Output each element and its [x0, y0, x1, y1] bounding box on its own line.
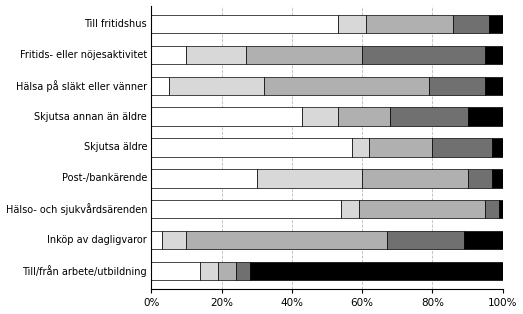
Bar — [485, 77, 503, 95]
Bar — [390, 107, 468, 126]
Bar — [359, 200, 485, 219]
Bar — [499, 200, 503, 219]
Bar — [362, 169, 468, 187]
Bar — [485, 46, 503, 64]
Bar — [337, 15, 366, 33]
Bar — [151, 262, 200, 280]
Bar — [151, 107, 302, 126]
Bar — [362, 46, 485, 64]
Bar — [186, 231, 386, 249]
Bar — [151, 77, 169, 95]
Bar — [485, 200, 499, 219]
Bar — [468, 169, 492, 187]
Bar — [429, 77, 485, 95]
Bar — [386, 231, 464, 249]
Bar — [235, 262, 249, 280]
Bar — [264, 77, 429, 95]
Bar — [151, 200, 341, 219]
Bar — [366, 15, 453, 33]
Bar — [341, 200, 359, 219]
Bar — [302, 107, 337, 126]
Bar — [464, 231, 503, 249]
Bar — [257, 169, 362, 187]
Bar — [200, 262, 218, 280]
Bar — [169, 77, 264, 95]
Bar — [218, 262, 235, 280]
Bar — [453, 15, 488, 33]
Bar — [162, 231, 186, 249]
Bar — [151, 169, 257, 187]
Bar — [249, 262, 503, 280]
Bar — [337, 107, 390, 126]
Bar — [246, 46, 362, 64]
Bar — [488, 15, 503, 33]
Bar — [369, 138, 433, 157]
Bar — [186, 46, 246, 64]
Bar — [151, 46, 186, 64]
Bar — [151, 15, 337, 33]
Bar — [492, 169, 503, 187]
Bar — [151, 138, 351, 157]
Bar — [492, 138, 503, 157]
Bar — [351, 138, 369, 157]
Bar — [433, 138, 492, 157]
Bar — [151, 231, 162, 249]
Bar — [468, 107, 503, 126]
